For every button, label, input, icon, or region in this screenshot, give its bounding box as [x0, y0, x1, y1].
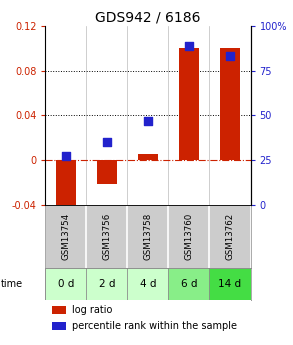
Text: GSM13756: GSM13756	[103, 213, 111, 260]
Bar	[168, 268, 209, 300]
Bar	[56, 160, 76, 214]
Point	[228, 53, 232, 59]
Title: GDS942 / 6186: GDS942 / 6186	[95, 11, 201, 25]
Point	[105, 139, 109, 145]
Point	[187, 43, 191, 48]
Text: GSM13762: GSM13762	[226, 213, 234, 260]
Text: GSM13760: GSM13760	[185, 213, 193, 260]
Bar	[97, 160, 117, 185]
Bar	[52, 306, 66, 314]
Bar	[127, 268, 168, 300]
Text: 2 d: 2 d	[99, 279, 115, 289]
Bar	[86, 268, 127, 300]
Point	[64, 154, 68, 159]
Bar	[52, 322, 66, 330]
Bar	[179, 48, 199, 160]
Text: GSM13754: GSM13754	[62, 213, 70, 260]
Bar	[138, 154, 158, 160]
Text: 4 d: 4 d	[140, 279, 156, 289]
Point	[146, 118, 150, 123]
Text: percentile rank within the sample: percentile rank within the sample	[72, 321, 237, 331]
Bar	[220, 48, 240, 160]
Text: 14 d: 14 d	[219, 279, 241, 289]
Text: 6 d: 6 d	[181, 279, 197, 289]
Text: GSM13758: GSM13758	[144, 213, 152, 260]
Bar	[45, 268, 86, 300]
Text: log ratio: log ratio	[72, 305, 113, 315]
Text: time: time	[1, 279, 23, 289]
Bar	[209, 268, 251, 300]
Text: 0 d: 0 d	[58, 279, 74, 289]
